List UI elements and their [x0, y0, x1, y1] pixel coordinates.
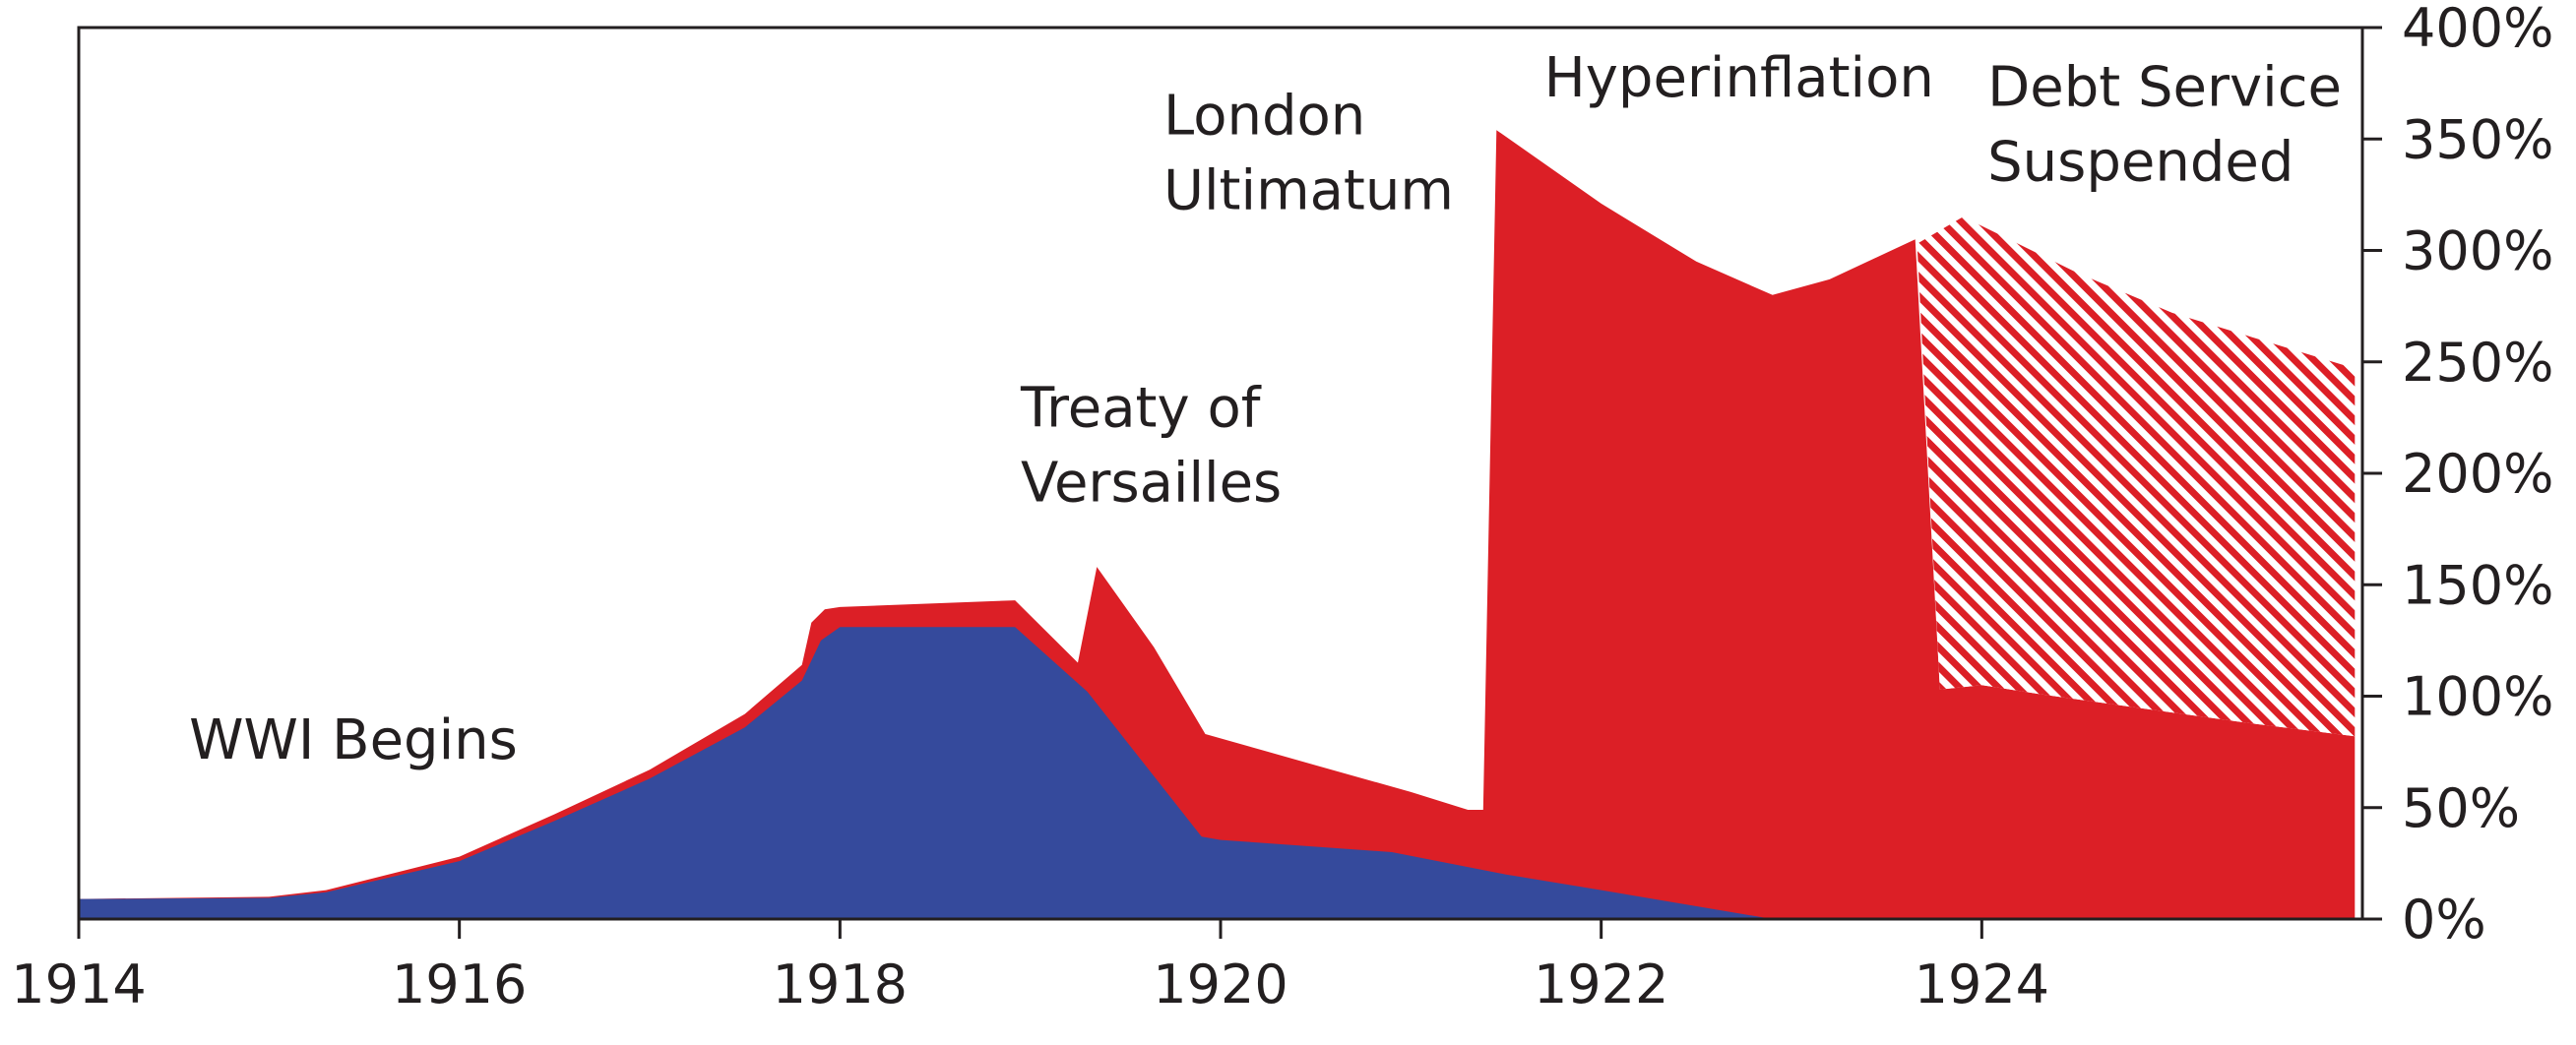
- red-series-area: [79, 130, 2356, 919]
- event-annotation-line: Versailles: [1021, 451, 1282, 515]
- event-annotation: Hyperinflation: [1544, 46, 1934, 110]
- y-tick-label: 100%: [2402, 666, 2553, 728]
- event-annotation: Debt Service Suspended: [1987, 55, 2342, 194]
- y-tick-label: 0%: [2402, 889, 2486, 951]
- x-tick-label: 1922: [1534, 953, 1668, 1015]
- y-tick-label: 200%: [2402, 443, 2553, 505]
- x-tick-label: 1914: [11, 953, 146, 1015]
- x-tick-label: 1920: [1153, 953, 1288, 1015]
- x-tick-label: 1918: [773, 953, 908, 1015]
- y-tick-label: 50%: [2402, 777, 2520, 839]
- event-annotation-line: Treaty of: [1020, 376, 1262, 440]
- event-annotation: WWI Begins: [189, 708, 518, 772]
- x-tick-label: 1916: [392, 953, 527, 1015]
- event-annotation-line: Suspended: [1987, 130, 2293, 194]
- event-annotation-line: Hyperinflation: [1544, 46, 1934, 110]
- event-annotation-line: London: [1163, 85, 1365, 149]
- event-annotation: Treaty of Versailles: [1020, 376, 1282, 515]
- y-tick-label: 400%: [2402, 0, 2553, 59]
- annotation-group: WWI Begins Treaty of Versailles London Ultim…: [189, 46, 2342, 772]
- event-annotation: London Ultimatum: [1163, 85, 1454, 223]
- blue-series-area: [79, 627, 2356, 919]
- event-annotation-line: WWI Begins: [189, 708, 518, 772]
- axes-group: 1914 1916 1918 1920 1922 1924 0% 50% 100% 150% 200…: [11, 0, 2553, 1015]
- y-tick-label: 300%: [2402, 220, 2553, 282]
- event-annotation-line: Ultimatum: [1163, 159, 1454, 223]
- event-annotation-line: Debt Service: [1987, 55, 2342, 119]
- area-series-group: [79, 130, 2356, 919]
- x-tick-label: 1924: [1915, 953, 2049, 1015]
- y-tick-label: 250%: [2402, 332, 2553, 394]
- hatched-series-area: [1916, 216, 2356, 737]
- y-tick-label: 150%: [2402, 554, 2553, 616]
- y-tick-label: 350%: [2402, 108, 2553, 170]
